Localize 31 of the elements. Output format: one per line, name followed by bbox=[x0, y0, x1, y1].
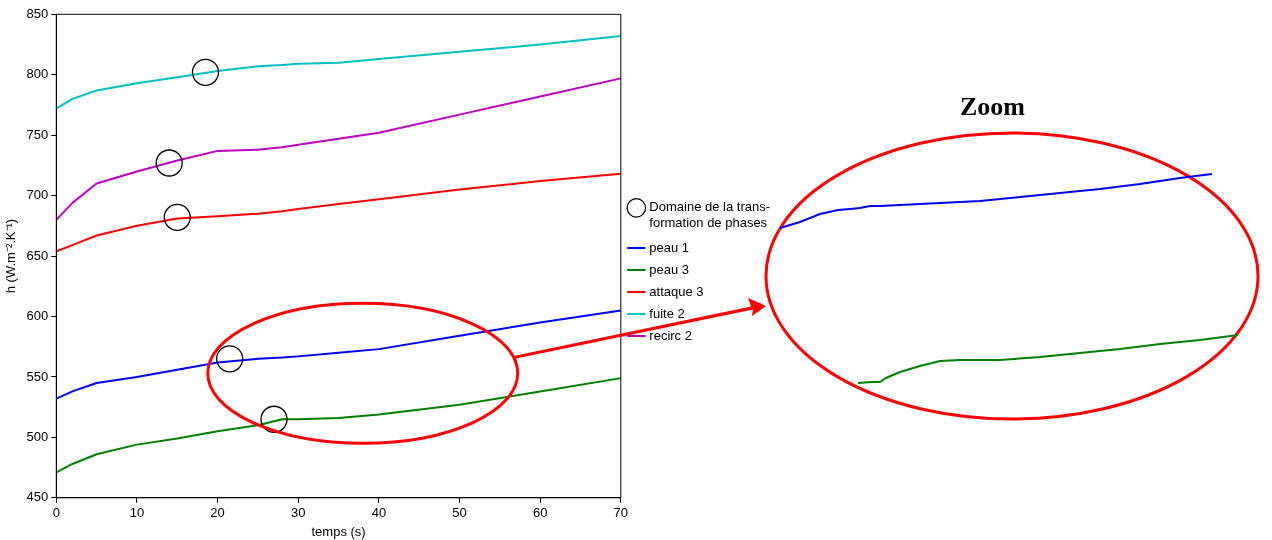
y-tick-label: 750 bbox=[26, 126, 49, 142]
x-tick-label: 60 bbox=[532, 505, 548, 521]
x-tick-label: 50 bbox=[452, 505, 467, 521]
legend-label: Domaine de la trans-formation de phases bbox=[649, 199, 770, 231]
legend-label: fuite 2 bbox=[649, 305, 685, 321]
legend-label: recirc 2 bbox=[649, 327, 692, 343]
y-tick-label: 450 bbox=[26, 489, 49, 505]
x-tick-label: 0 bbox=[52, 505, 60, 521]
y-tick-label: 600 bbox=[26, 308, 49, 324]
y-tick-label: 800 bbox=[26, 66, 49, 82]
x-tick-label: 30 bbox=[291, 505, 306, 521]
y-tick-label: 650 bbox=[26, 247, 49, 263]
point bbox=[163, 203, 191, 232]
legend-label: attaque 3 bbox=[649, 283, 704, 299]
x-tick-label: 70 bbox=[613, 505, 629, 521]
x-axis-title: temps (s) bbox=[311, 523, 366, 539]
y-tick-label: 550 bbox=[26, 368, 49, 384]
point bbox=[155, 149, 183, 177]
point bbox=[216, 345, 244, 373]
point bbox=[260, 405, 288, 433]
legend-label: peau 1 bbox=[649, 239, 690, 255]
y-tick-label: 500 bbox=[26, 428, 49, 444]
y-axis-title: h (W.m⁻².K⁻¹) bbox=[3, 218, 19, 294]
x-tick-label: 20 bbox=[210, 505, 225, 521]
text: Zoom bbox=[960, 92, 1025, 122]
legend-label: peau 3 bbox=[649, 261, 690, 277]
y-tick-label: 850 bbox=[26, 5, 49, 21]
x-tick-label: 10 bbox=[129, 505, 145, 521]
point bbox=[191, 58, 220, 86]
y-tick-label: 700 bbox=[26, 187, 49, 203]
x-tick-label: 40 bbox=[371, 505, 387, 521]
